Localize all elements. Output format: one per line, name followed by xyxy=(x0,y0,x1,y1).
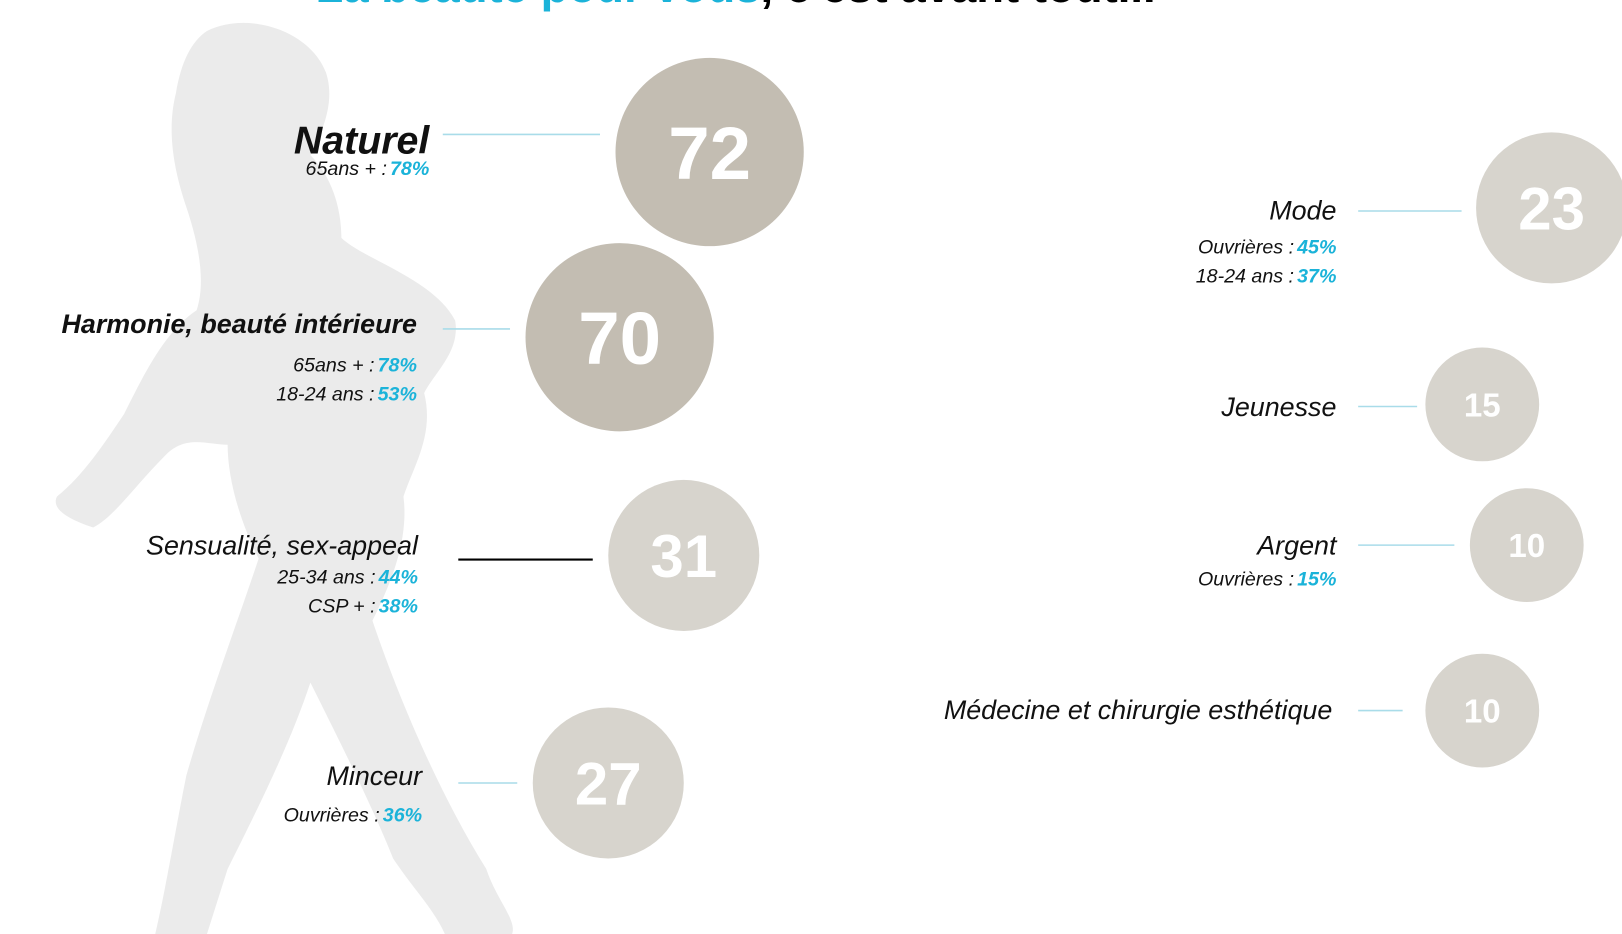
detail-group: 65ans + : xyxy=(306,158,387,180)
item-label: Naturel xyxy=(294,118,430,162)
detail-share: 78% xyxy=(378,354,417,376)
detail: Ouvrières :36% xyxy=(284,804,422,826)
bubble xyxy=(615,57,804,247)
bubble xyxy=(1476,132,1622,284)
detail-share: 37% xyxy=(1297,265,1336,287)
silhouette xyxy=(55,23,513,934)
bubble-value: 10 xyxy=(1464,694,1501,731)
detail: Ouvrières :45% xyxy=(1198,236,1336,258)
detail-share: 78% xyxy=(390,158,429,180)
detail: Ouvrières :15% xyxy=(1198,568,1336,590)
detail-group: 18-24 ans : xyxy=(276,383,374,405)
title: La beauté pour vous, c'est avant tout... xyxy=(316,0,1156,12)
item-label: Jeunesse xyxy=(1220,392,1336,422)
detail-group: Ouvrières : xyxy=(284,804,380,826)
bubble-value: 27 xyxy=(575,751,642,818)
bubble xyxy=(1469,488,1584,602)
detail-share: 15% xyxy=(1297,568,1336,590)
bubble xyxy=(525,243,714,432)
detail-share: 44% xyxy=(378,566,418,588)
detail-group: CSP + : xyxy=(308,595,376,617)
detail-group: 65ans + : xyxy=(293,354,374,376)
bubble-value: 70 xyxy=(578,297,661,380)
item-label: Argent xyxy=(1255,531,1338,561)
bubble xyxy=(1425,653,1540,768)
detail-group: Ouvrières : xyxy=(1198,236,1294,258)
detail: 18-24 ans :53% xyxy=(276,383,417,405)
item-label: Minceur xyxy=(326,761,423,791)
item-label: Mode xyxy=(1269,195,1336,225)
item-label: Médecine et chirurgie esthétique xyxy=(944,695,1332,725)
detail: 65ans + :78% xyxy=(293,354,417,376)
detail-group: Ouvrières : xyxy=(1198,568,1294,590)
bubble-value: 31 xyxy=(650,523,717,590)
detail: 65ans + :78% xyxy=(306,158,430,180)
detail-share: 36% xyxy=(383,804,422,826)
item-label: Harmonie, beauté intérieure xyxy=(61,309,417,339)
detail-group: 25-34 ans : xyxy=(276,566,375,588)
detail: 18-24 ans :37% xyxy=(1196,265,1337,287)
detail-share: 53% xyxy=(378,383,417,405)
detail-share: 38% xyxy=(379,595,418,617)
detail: 25-34 ans :44% xyxy=(276,566,418,588)
detail: CSP + :38% xyxy=(308,595,418,617)
bubble-value: 23 xyxy=(1518,175,1585,242)
bubble xyxy=(608,479,760,631)
bubble-value: 72 xyxy=(668,112,751,195)
detail-group: 18-24 ans : xyxy=(1196,265,1294,287)
bubble-value: 15 xyxy=(1464,387,1501,424)
bubble xyxy=(532,707,684,859)
detail-share: 45% xyxy=(1296,236,1336,258)
bubble xyxy=(1425,347,1540,462)
bubble-value: 10 xyxy=(1508,528,1545,565)
title-highlight: La beauté pour vous xyxy=(316,0,761,12)
title-rest: , c'est avant tout... xyxy=(761,0,1156,12)
item-label: Sensualité, sex-appeal xyxy=(146,531,419,561)
